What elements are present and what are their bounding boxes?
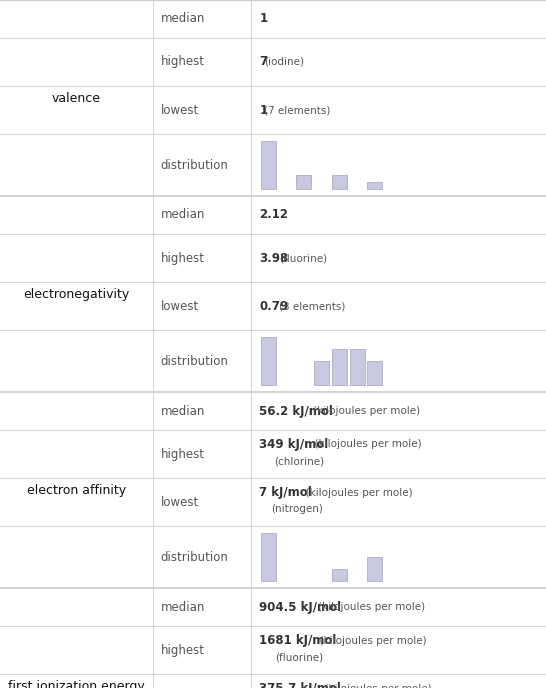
Bar xyxy=(332,175,347,189)
Text: 1681 kJ/mol: 1681 kJ/mol xyxy=(259,634,337,647)
Text: (kilojoules per mole): (kilojoules per mole) xyxy=(318,684,432,688)
Bar xyxy=(367,182,382,189)
Text: median: median xyxy=(161,12,205,25)
Text: 0.79: 0.79 xyxy=(259,300,288,312)
Text: median: median xyxy=(161,208,205,222)
Text: 349 kJ/mol: 349 kJ/mol xyxy=(259,438,329,451)
Text: electronegativity: electronegativity xyxy=(23,288,129,301)
Bar xyxy=(332,570,347,581)
Bar xyxy=(261,337,276,385)
Text: distribution: distribution xyxy=(161,551,229,563)
Text: distribution: distribution xyxy=(161,355,229,367)
Text: (kilojoules per mole): (kilojoules per mole) xyxy=(308,440,422,449)
Text: 1: 1 xyxy=(259,12,268,25)
Text: (3 elements): (3 elements) xyxy=(279,301,346,311)
Text: first ionization energy: first ionization energy xyxy=(8,680,145,688)
Text: highest: highest xyxy=(161,252,205,264)
Bar xyxy=(332,350,347,385)
Text: highest: highest xyxy=(161,644,205,656)
Text: (nitrogen): (nitrogen) xyxy=(271,504,323,515)
Bar xyxy=(296,175,311,189)
Text: electron affinity: electron affinity xyxy=(27,484,126,497)
Bar xyxy=(349,350,365,385)
Text: (kilojoules per mole): (kilojoules per mole) xyxy=(318,602,425,612)
Text: (kilojoules per mole): (kilojoules per mole) xyxy=(313,636,427,645)
Text: median: median xyxy=(161,405,205,418)
Text: 375.7 kJ/mol: 375.7 kJ/mol xyxy=(259,682,341,688)
Text: lowest: lowest xyxy=(161,104,199,116)
Text: 2.12: 2.12 xyxy=(259,208,288,222)
Text: highest: highest xyxy=(161,448,205,460)
Text: lowest: lowest xyxy=(161,496,199,508)
Text: median: median xyxy=(161,601,205,614)
Text: (fluorine): (fluorine) xyxy=(279,253,327,263)
Text: (fluorine): (fluorine) xyxy=(276,652,324,663)
Text: (7 elements): (7 elements) xyxy=(264,105,331,115)
Bar xyxy=(314,361,329,385)
Text: 3.98: 3.98 xyxy=(259,252,289,264)
Bar xyxy=(367,557,382,581)
Text: (chlorine): (chlorine) xyxy=(274,456,324,466)
Text: highest: highest xyxy=(161,56,205,68)
Text: (kilojoules per mole): (kilojoules per mole) xyxy=(299,488,412,497)
Text: (kilojoules per mole): (kilojoules per mole) xyxy=(313,406,420,416)
Text: 1: 1 xyxy=(259,104,268,116)
Text: 904.5 kJ/mol: 904.5 kJ/mol xyxy=(259,601,341,614)
Text: 7: 7 xyxy=(259,56,268,68)
Text: (iodine): (iodine) xyxy=(264,57,304,67)
Text: distribution: distribution xyxy=(161,159,229,171)
Text: 7 kJ/mol: 7 kJ/mol xyxy=(259,486,312,499)
Bar xyxy=(367,361,382,385)
Bar xyxy=(261,533,276,581)
Text: valence: valence xyxy=(52,92,101,105)
Text: lowest: lowest xyxy=(161,300,199,312)
Bar xyxy=(261,141,276,189)
Text: 56.2 kJ/mol: 56.2 kJ/mol xyxy=(259,405,333,418)
